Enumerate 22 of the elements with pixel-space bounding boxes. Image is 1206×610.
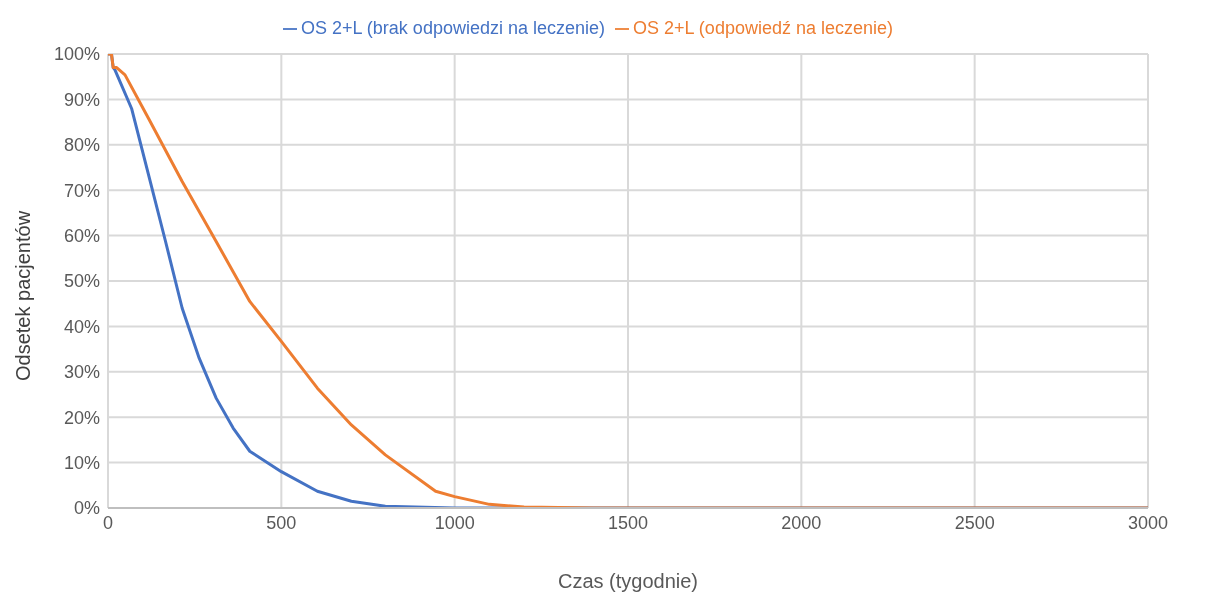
legend-label: OS 2+L (brak odpowiedzi na leczenie) [300, 18, 605, 38]
y-tick-label: 20% [63, 407, 100, 428]
x-tick-label: 500 [266, 512, 297, 533]
y-tick-label: 90% [63, 89, 100, 110]
y-tick-label: 0% [73, 498, 100, 519]
x-axis-title: Czas (tygodnie) [557, 570, 699, 592]
x-tick-label: 1500 [607, 512, 649, 533]
y-tick-label: 80% [63, 135, 100, 156]
legend-label: OS 2+L (odpowiedź na leczenie) [633, 18, 893, 38]
y-tick-label: 100% [53, 44, 100, 65]
y-tick-label: 50% [63, 271, 100, 292]
y-tick-label: 30% [63, 362, 100, 383]
x-tick-label: 0 [102, 512, 114, 533]
x-tick-label: 2500 [954, 512, 995, 533]
y-tick-label: 70% [63, 180, 100, 201]
y-tick-label: 10% [63, 452, 100, 473]
x-tick-label: 2000 [781, 512, 822, 533]
y-tick-label: 60% [63, 225, 100, 246]
y-tick-label: 40% [63, 316, 100, 337]
x-tick-label: 3000 [1127, 512, 1169, 533]
x-tick-label: 1000 [434, 512, 475, 533]
y-axis-title: Odsetek pacjentów [12, 210, 35, 381]
